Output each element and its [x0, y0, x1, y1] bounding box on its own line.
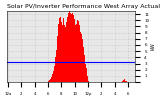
- Bar: [55, 57, 56, 82]
- Bar: [69, 11, 70, 82]
- Bar: [78, 21, 79, 82]
- Bar: [59, 18, 60, 82]
- Bar: [56, 43, 57, 82]
- Bar: [71, 14, 72, 82]
- Bar: [81, 37, 82, 82]
- Bar: [62, 25, 63, 82]
- Bar: [63, 18, 64, 82]
- Bar: [123, 80, 124, 82]
- Bar: [50, 79, 51, 82]
- Bar: [65, 27, 66, 82]
- Bar: [74, 20, 75, 82]
- Bar: [82, 39, 83, 82]
- Bar: [53, 71, 54, 82]
- Bar: [80, 32, 81, 82]
- Bar: [85, 64, 86, 82]
- Bar: [88, 81, 89, 82]
- Bar: [49, 80, 50, 82]
- Bar: [66, 22, 67, 82]
- Bar: [54, 66, 55, 82]
- Bar: [79, 25, 80, 82]
- Bar: [87, 76, 88, 82]
- Bar: [86, 68, 87, 82]
- Bar: [84, 55, 85, 82]
- Bar: [61, 29, 62, 82]
- Bar: [77, 20, 78, 82]
- Bar: [58, 24, 59, 82]
- Bar: [73, 15, 74, 82]
- Bar: [52, 74, 53, 82]
- Bar: [70, 13, 71, 82]
- Bar: [76, 22, 77, 82]
- Bar: [72, 13, 73, 82]
- Bar: [67, 17, 68, 82]
- Bar: [125, 81, 126, 82]
- Bar: [64, 25, 65, 82]
- Bar: [126, 81, 127, 82]
- Bar: [51, 77, 52, 82]
- Text: Solar PV/Inverter Performance West Array Actual & Average Power Output: Solar PV/Inverter Performance West Array…: [7, 4, 160, 9]
- Bar: [83, 46, 84, 82]
- Bar: [48, 81, 49, 82]
- Bar: [57, 36, 58, 82]
- Bar: [124, 79, 125, 82]
- Bar: [122, 81, 123, 82]
- Bar: [68, 13, 69, 82]
- Y-axis label: kW: kW: [151, 43, 156, 50]
- Bar: [75, 25, 76, 82]
- Bar: [60, 17, 61, 82]
